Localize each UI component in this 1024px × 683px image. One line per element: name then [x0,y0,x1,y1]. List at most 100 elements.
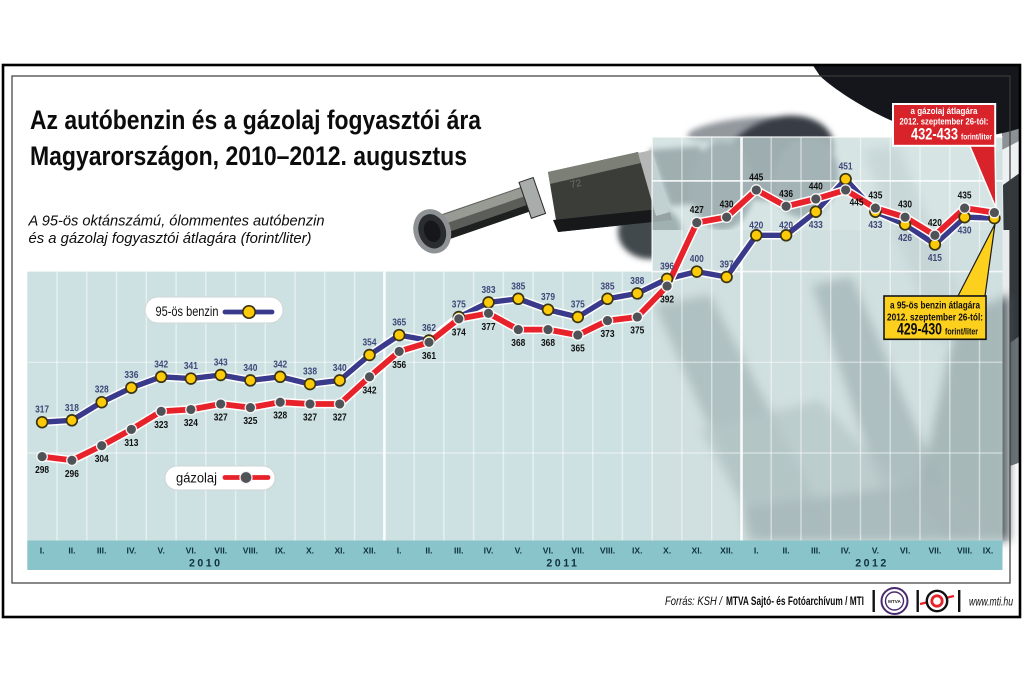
svg-text:327: 327 [214,412,228,424]
svg-text:415: 415 [928,252,942,264]
svg-text:IX.: IX. [275,546,286,556]
svg-text:427: 427 [690,204,704,216]
svg-text:375: 375 [452,299,466,311]
svg-text:445: 445 [850,197,864,209]
svg-text:397: 397 [720,259,734,271]
svg-text:420: 420 [749,219,763,231]
svg-text:340: 340 [243,362,257,374]
svg-text:445: 445 [749,172,763,184]
svg-text:VII.: VII. [571,546,584,556]
svg-text:2010: 2010 [189,558,223,570]
svg-text:I.: I. [40,546,45,556]
svg-text:325: 325 [243,415,257,427]
svg-text:341: 341 [184,360,198,372]
svg-text:2011: 2011 [546,558,579,570]
svg-text:304: 304 [95,453,109,465]
svg-text:396: 396 [660,260,674,272]
svg-text:327: 327 [333,412,347,424]
svg-text:2012. szeptember 26-tól:: 2012. szeptember 26-tól: [900,117,989,128]
svg-text:VII.: VII. [214,546,227,556]
svg-text:342: 342 [273,358,287,370]
svg-text:420: 420 [779,219,793,231]
svg-text:72: 72 [569,178,583,191]
svg-text:375: 375 [571,299,585,311]
svg-text:I.: I. [397,546,402,556]
svg-text:V.: V. [872,546,879,556]
svg-text:342: 342 [154,358,168,370]
svg-text:V.: V. [515,546,522,556]
svg-text:324: 324 [184,417,198,429]
svg-text:Az autóbenzin és a gázolaj fog: Az autóbenzin és a gázolaj fogyasztói ár… [30,105,482,135]
svg-text:327: 327 [303,412,317,424]
svg-text:356: 356 [392,359,406,371]
svg-text:X.: X. [663,546,671,556]
svg-text:430: 430 [898,199,912,211]
svg-text:VIII.: VIII. [600,546,615,556]
svg-text:MTVA: MTVA [888,599,901,604]
svg-text:V.: V. [158,546,165,556]
svg-text:435: 435 [868,190,882,202]
svg-text:III.: III. [97,546,107,556]
svg-text:354: 354 [363,337,377,349]
svg-text:296: 296 [65,468,79,480]
svg-text:426: 426 [898,232,912,244]
svg-text:365: 365 [571,343,585,355]
svg-text:IX.: IX. [632,546,643,556]
svg-text:436: 436 [779,188,793,200]
svg-text:374: 374 [452,326,466,338]
svg-text:368: 368 [541,337,555,349]
svg-text:II.: II. [68,546,75,556]
svg-text:365: 365 [392,317,406,329]
svg-text:342: 342 [363,384,377,396]
svg-text:323: 323 [154,419,168,431]
svg-text:375: 375 [630,325,644,337]
svg-text:368: 368 [511,337,525,349]
svg-text:430: 430 [958,225,972,237]
svg-text:313: 313 [124,437,138,449]
svg-text:VIII.: VIII. [243,546,258,556]
svg-text:433: 433 [868,219,882,231]
svg-text:336: 336 [124,369,138,381]
svg-text:VI.: VI. [186,546,197,556]
svg-text:XII.: XII. [720,546,733,556]
svg-text:X.: X. [306,546,314,556]
svg-text:XI.: XI. [334,546,345,556]
svg-text:I.: I. [754,546,759,556]
svg-text:a gázolaj átlagára: a gázolaj átlagára [911,106,979,117]
svg-text:328: 328 [95,384,109,396]
svg-text:362: 362 [422,322,436,334]
svg-text:Forrás: KSH /MTVA Sajtó- és Fo: Forrás: KSH / MTVA Sajtó- és Fotóarchívum… [665,594,864,608]
svg-text:2012. szeptember 26-tól:: 2012. szeptember 26-tól: [887,313,983,324]
svg-text:VIII.: VIII. [957,546,972,556]
svg-text:340: 340 [333,362,347,374]
svg-text:IV.: IV. [841,546,851,556]
svg-text:328: 328 [273,410,287,422]
svg-text:383: 383 [482,284,496,296]
svg-text:www.mti.hu: www.mti.hu [969,595,1013,609]
svg-text:385: 385 [601,280,615,292]
svg-text:XII.: XII. [363,546,376,556]
svg-text:II.: II. [783,546,790,556]
svg-text:379: 379 [541,291,555,303]
svg-text:IV.: IV. [127,546,137,556]
svg-text:388: 388 [630,275,644,287]
svg-text:IV.: IV. [484,546,494,556]
svg-text:440: 440 [809,181,823,193]
svg-text:VII.: VII. [928,546,941,556]
svg-text:gázolaj: gázolaj [176,471,217,486]
svg-text:298: 298 [35,464,49,476]
svg-text:és a gázolaj fogyasztói átlagá: és a gázolaj fogyasztói átlagára (forint… [29,230,312,247]
svg-text:VI.: VI. [900,546,911,556]
svg-text:IX.: IX. [983,546,994,556]
svg-text:451: 451 [839,161,853,173]
svg-text:III.: III. [811,546,821,556]
svg-text:a 95-ös benzin átlagára: a 95-ös benzin átlagára [890,301,980,312]
svg-text:XI.: XI. [692,546,703,556]
svg-text:338: 338 [303,366,317,378]
svg-text:343: 343 [214,357,228,369]
svg-text:377: 377 [482,321,496,333]
svg-text:2012: 2012 [855,558,889,570]
svg-text:A 95-ös oktánszámú, ólommentes: A 95-ös oktánszámú, ólommentes autóbenzi… [28,213,325,230]
